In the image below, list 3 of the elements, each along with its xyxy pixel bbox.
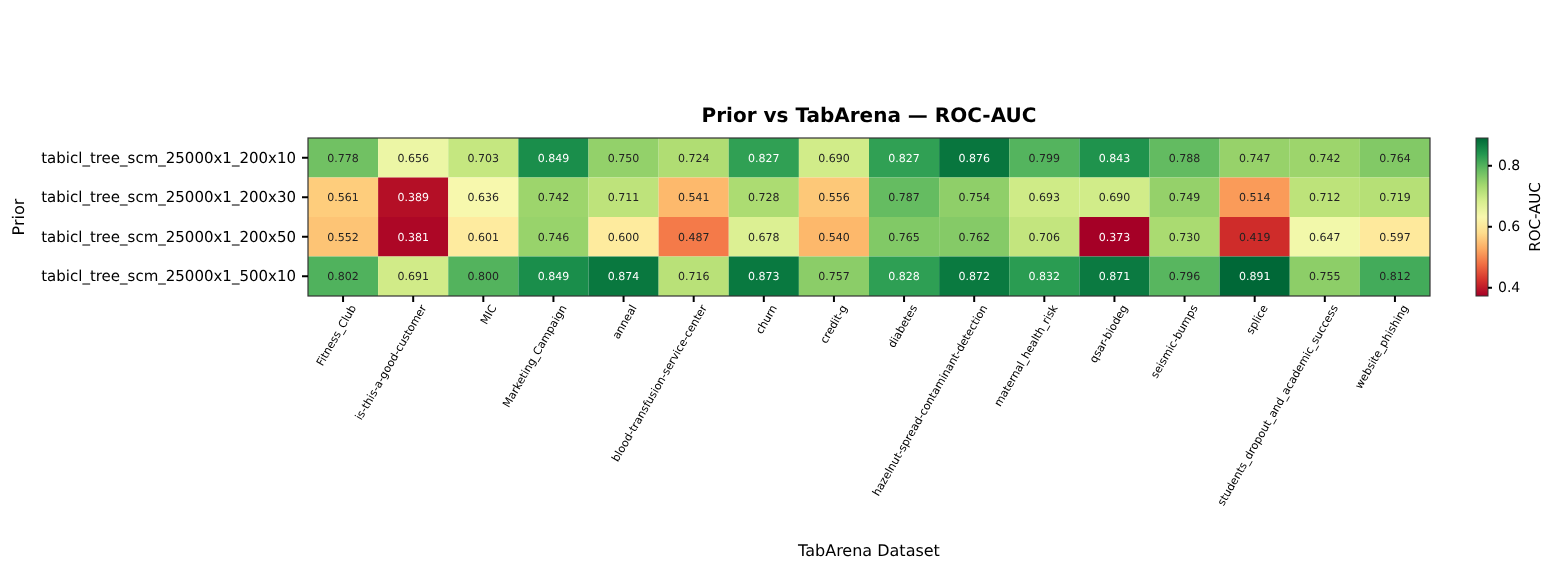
y-axis-title: Prior [10,197,28,236]
chart-title: Prior vs TabArena — ROC-AUC [701,106,1037,128]
x-axis-title: TabArena Dataset [796,542,940,560]
